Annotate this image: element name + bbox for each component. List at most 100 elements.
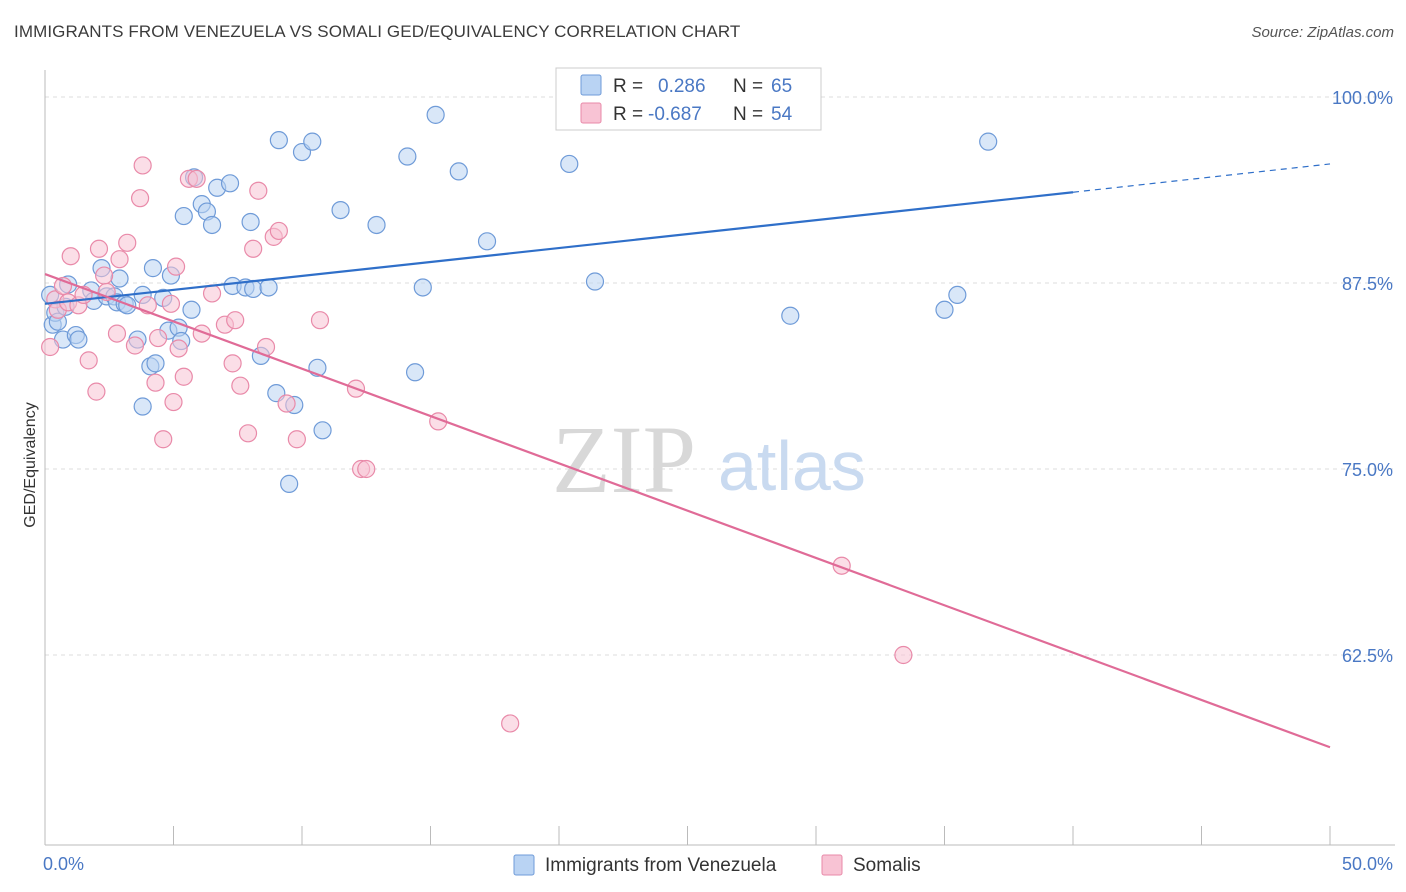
legend-n-value: 54 xyxy=(771,104,793,125)
somalis-point xyxy=(287,430,306,449)
venezuela-point xyxy=(948,285,967,305)
somalis-point xyxy=(231,376,250,395)
axes xyxy=(44,70,1395,846)
legend-n-label: N = xyxy=(733,76,763,97)
somalis-point xyxy=(501,714,520,733)
venezuela-point xyxy=(560,154,579,174)
watermark-zip: ZIP xyxy=(552,406,696,513)
somalis-point xyxy=(169,339,188,358)
watermark-atlas: atlas xyxy=(718,427,866,505)
legend: R = 0.286 N = 65 R = -0.687 N = 54 xyxy=(555,67,822,131)
legend-n-label: N = xyxy=(733,104,763,125)
x-tick-labels: 0.0% 50.0% xyxy=(43,854,1393,874)
y-axis-title: GED/Equivalency xyxy=(22,402,39,527)
venezuela-point xyxy=(259,278,278,297)
somalis-point xyxy=(89,239,109,258)
venezuela-point xyxy=(477,232,497,251)
somalis-point xyxy=(174,367,193,386)
legend-r-label: R = xyxy=(613,76,643,97)
somalis-point xyxy=(110,250,129,269)
venezuela-point xyxy=(413,278,432,297)
venezuela-point xyxy=(241,212,260,232)
venezuela-trend-line xyxy=(44,191,1074,305)
venezuela-point xyxy=(979,132,998,151)
y-tick-label: 100.0% xyxy=(1332,88,1393,108)
venezuela-point xyxy=(174,206,193,226)
somalis-point xyxy=(894,645,913,665)
somalis-point xyxy=(125,336,145,355)
venezuela-point xyxy=(133,397,152,416)
somalis-point xyxy=(238,424,258,443)
somalis-point xyxy=(118,233,137,252)
somalis-point xyxy=(187,169,206,188)
venezuela-point xyxy=(69,330,88,349)
legend-r-label: R = xyxy=(613,104,643,125)
y-tick-labels: 62.5% 75.0% 87.5% 100.0% xyxy=(1332,88,1393,666)
venezuela-point xyxy=(202,215,222,235)
somalis-point xyxy=(130,189,150,208)
venezuela-point xyxy=(143,259,163,278)
legend-swatch-pink xyxy=(580,102,602,124)
legend-r-value: 0.286 xyxy=(658,76,706,97)
venezuela-point xyxy=(398,147,417,166)
somalis-point xyxy=(133,156,152,175)
venezuela-point xyxy=(244,279,263,299)
legend-swatch-blue xyxy=(580,74,602,96)
somalis-trend-line xyxy=(44,273,1331,749)
somalis-point xyxy=(107,324,127,343)
venezuela-point xyxy=(405,363,425,382)
venezuela-point xyxy=(781,306,800,325)
bottom-legend-label-venezuela: Immigrants from Venezuela xyxy=(545,855,777,876)
somalis-point xyxy=(41,337,60,357)
venezuela-trend-extension xyxy=(1072,163,1331,193)
somalis-point xyxy=(148,328,168,348)
somalis-point xyxy=(244,239,263,258)
somalis-point xyxy=(146,373,165,392)
y-tick-label: 75.0% xyxy=(1342,460,1393,480)
venezuela-point xyxy=(220,174,240,193)
somalis-point xyxy=(164,392,183,412)
x-tick-label: 50.0% xyxy=(1342,854,1393,874)
venezuela-point xyxy=(110,269,129,288)
legend-r-value: -0.687 xyxy=(648,104,702,125)
venezuela-point xyxy=(146,354,165,373)
grid-lines xyxy=(45,96,1395,656)
venezuela-point xyxy=(935,300,954,319)
somalis-point xyxy=(202,284,222,303)
somalis-point xyxy=(226,311,245,330)
somalis-point xyxy=(310,311,330,330)
somalis-point xyxy=(87,382,106,401)
somalis-point xyxy=(154,430,173,449)
somalis-point xyxy=(223,354,242,373)
y-tick-label: 62.5% xyxy=(1342,646,1393,666)
somalis-point xyxy=(269,221,288,241)
watermark: ZIP atlas xyxy=(552,406,866,513)
venezuela-point xyxy=(303,132,322,151)
somalis-point xyxy=(357,459,376,479)
venezuela-point xyxy=(449,162,468,181)
venezuela-point xyxy=(331,200,350,220)
venezuela-point xyxy=(367,215,386,235)
somalis-point xyxy=(161,294,181,313)
legend-n-value: 65 xyxy=(771,76,792,97)
somalis-point xyxy=(79,351,98,370)
somalis-point xyxy=(166,257,186,276)
bottom-legend-swatch-somalis xyxy=(821,854,843,876)
somalis-point xyxy=(61,247,80,266)
venezuela-point xyxy=(313,421,332,440)
venezuela-point xyxy=(182,300,201,319)
somalis-point xyxy=(95,266,114,285)
chart-title: IMMIGRANTS FROM VENEZUELA VS SOMALI GED/… xyxy=(14,22,741,41)
x-tick-label: 0.0% xyxy=(43,854,84,874)
venezuela-point xyxy=(585,272,605,291)
somalis-point xyxy=(277,394,296,413)
bottom-legend-label-somalis: Somalis xyxy=(853,855,921,876)
somalis-point xyxy=(249,181,268,200)
bottom-legend-swatch-venezuela xyxy=(513,854,535,876)
chart-source: Source: ZipAtlas.com xyxy=(1251,24,1394,41)
venezuela-point xyxy=(269,131,288,150)
venezuela-point xyxy=(426,105,445,124)
bottom-legend: Immigrants from Venezuela Somalis xyxy=(513,854,921,876)
trend-lines xyxy=(44,163,1331,749)
